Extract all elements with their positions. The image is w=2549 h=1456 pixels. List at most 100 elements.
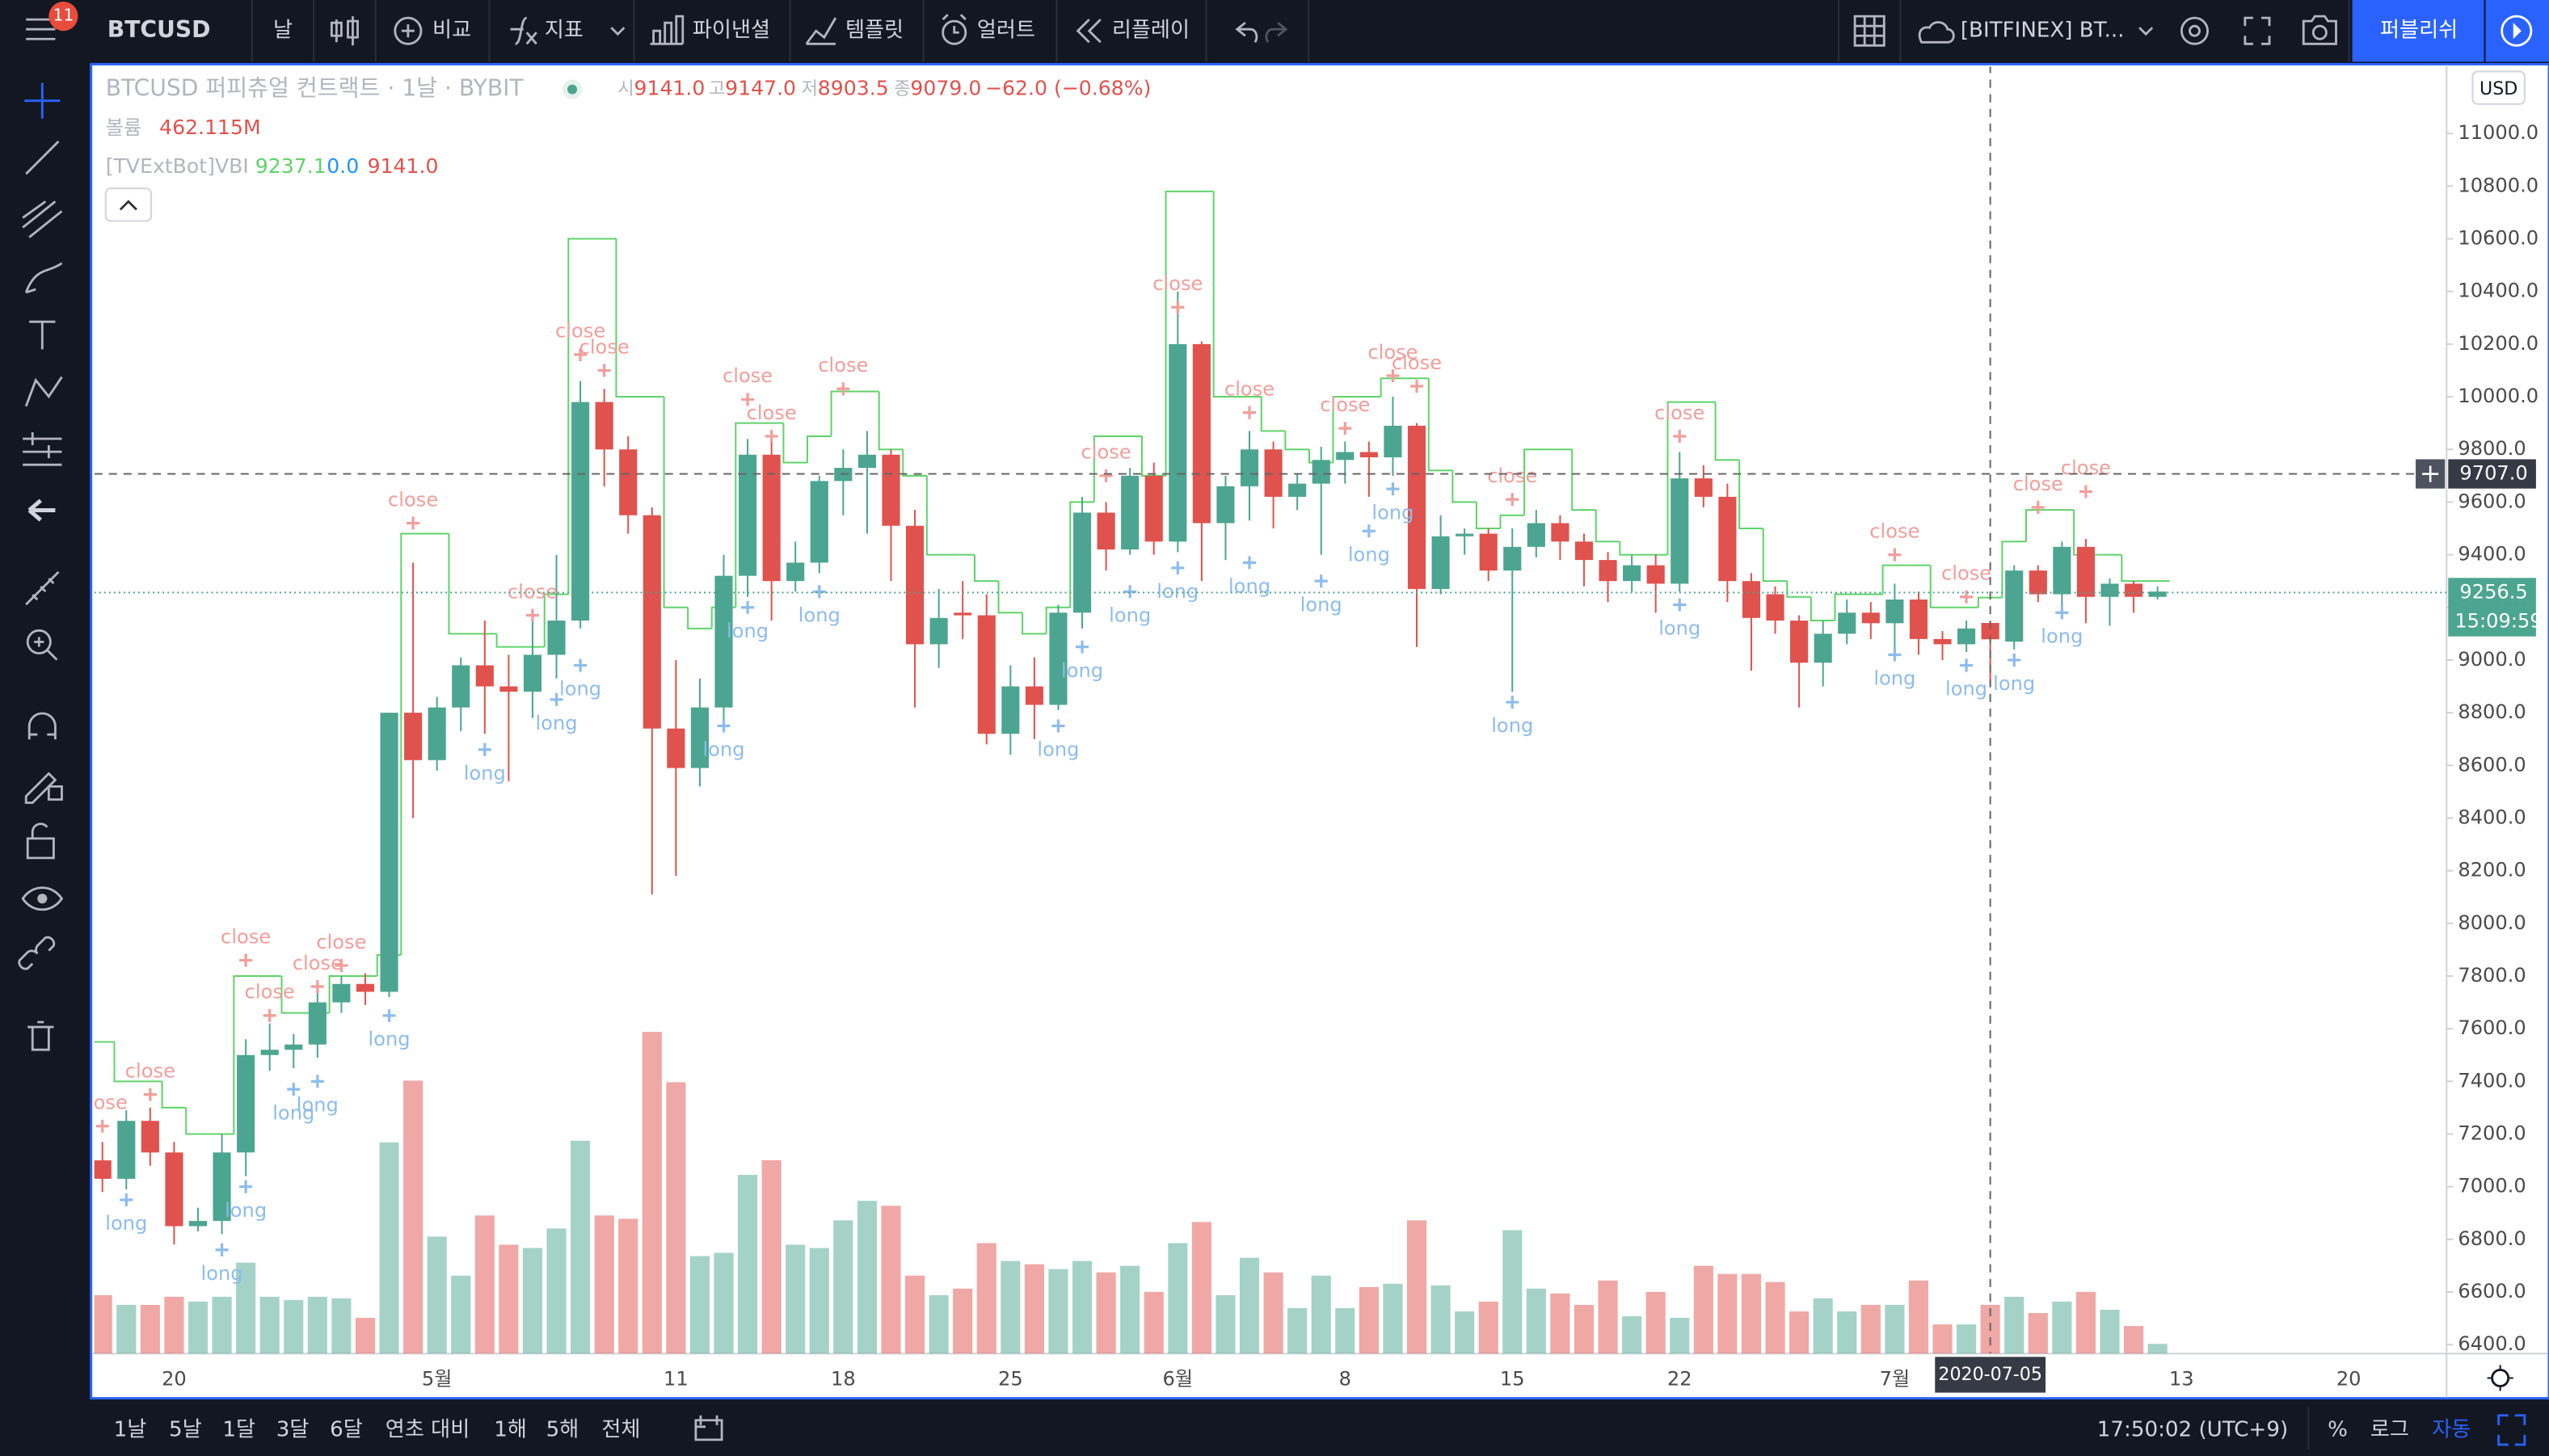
settings-icon[interactable]: [2180, 16, 2209, 45]
stay-drawing-tool[interactable]: [24, 772, 63, 804]
log-toggle[interactable]: 로그: [2370, 1417, 2409, 1441]
signal-marker: [1242, 406, 1257, 419]
crosshair-tool[interactable]: [24, 82, 61, 119]
symbol[interactable]: BTCUSD: [107, 16, 211, 43]
y-tick-label: 11000.0: [2458, 121, 2538, 144]
signal-marker: [1960, 659, 1974, 672]
chart-type-icon[interactable]: [330, 16, 359, 46]
range-button[interactable]: 6달: [330, 1417, 363, 1441]
indicator-step: [687, 607, 712, 629]
range-button[interactable]: 1해: [494, 1417, 527, 1441]
snapshot-icon[interactable]: [2302, 15, 2337, 45]
signal-marker: [310, 979, 324, 994]
text-tool[interactable]: [29, 320, 56, 350]
legend-c-label: 종: [894, 78, 910, 99]
volume-bar: [738, 1175, 758, 1354]
clock[interactable]: 17:50:02 (UTC+9): [2097, 1417, 2288, 1441]
bottom-bar: 17:50:02 (UTC+9) % 로그 자동: [0, 1400, 2549, 1456]
auto-scale-icon[interactable]: [2497, 1414, 2526, 1446]
percent-toggle[interactable]: %: [2328, 1417, 2348, 1441]
back-tool[interactable]: [27, 499, 56, 522]
indicator-step: [878, 391, 904, 451]
lock-tool[interactable]: [26, 823, 55, 860]
delete-tool[interactable]: [27, 1020, 54, 1051]
signal-marker: [717, 719, 731, 733]
candle-body: [452, 665, 470, 708]
range-button[interactable]: 1달: [222, 1417, 255, 1441]
indicators-icon[interactable]: [510, 16, 537, 45]
brush-tool[interactable]: [24, 262, 63, 294]
signal-label: close: [388, 488, 438, 511]
trendline-tool[interactable]: [25, 140, 60, 175]
candle-body: [1479, 533, 1498, 571]
currency[interactable]: USD: [2479, 78, 2517, 99]
alert-icon[interactable]: [942, 19, 967, 45]
financials-icon[interactable]: [650, 15, 685, 45]
alert[interactable]: 얼러트: [977, 19, 1035, 43]
zoom-tool[interactable]: [26, 629, 52, 654]
candle-body: [308, 1002, 327, 1045]
auto-toggle[interactable]: 자동: [2432, 1417, 2471, 1441]
magnet-tool[interactable]: [27, 712, 57, 740]
y-tick-label: 8000.0: [2458, 911, 2526, 934]
currency-box[interactable]: [2471, 70, 2526, 105]
signal-label: long: [1157, 580, 1199, 603]
financials[interactable]: 파이낸셜: [693, 19, 770, 43]
volume-bar: [187, 1301, 209, 1354]
layout-name[interactable]: [BITFINEX] BT...: [1961, 19, 2125, 43]
prediction-tool[interactable]: [23, 431, 62, 466]
layout-grid-icon[interactable]: [1853, 15, 1885, 47]
compare-icon[interactable]: [394, 16, 423, 45]
collapse-button[interactable]: [104, 187, 153, 222]
range-button[interactable]: 연초 대비: [386, 1417, 470, 1441]
templates-icon[interactable]: [805, 17, 837, 45]
signal-label: close: [2013, 473, 2063, 495]
cloud-icon[interactable]: [1918, 21, 1955, 44]
dropdown-icon[interactable]: [610, 27, 626, 36]
volume-bar: [689, 1256, 710, 1354]
crosshair-price: 9707.0: [2459, 462, 2527, 485]
indicator-step: [663, 397, 689, 608]
signal-marker: [310, 1075, 324, 1088]
volume-bar: [809, 1248, 829, 1354]
replay[interactable]: 리플레이: [1112, 19, 1190, 43]
legend-c: 9079.0: [910, 77, 981, 100]
ruler-tool[interactable]: [25, 570, 60, 606]
fullscreen-icon[interactable]: [2244, 16, 2271, 45]
volume-bar: [1765, 1281, 1785, 1354]
pattern-tool[interactable]: [24, 376, 63, 407]
hide-tool[interactable]: [21, 886, 64, 911]
link-tool[interactable]: [18, 936, 56, 970]
indicator-step: [185, 1107, 210, 1135]
signal-marker: [1506, 696, 1519, 709]
pitchfork-tool[interactable]: [22, 200, 63, 238]
x-tick-label: 20: [2336, 1367, 2362, 1390]
volume-bar: [594, 1215, 614, 1354]
y-tick-label: 10600.0: [2458, 227, 2538, 250]
undo-icon[interactable]: [1235, 22, 1258, 44]
compare[interactable]: 비교: [432, 19, 471, 43]
volume-bar: [571, 1140, 591, 1354]
volume-bar: [929, 1294, 949, 1354]
volume-bar: [164, 1296, 184, 1354]
range-button[interactable]: 5해: [546, 1417, 579, 1441]
redo-icon[interactable]: [1265, 22, 1288, 44]
indicator-step: [902, 449, 927, 477]
templates[interactable]: 템플릿: [845, 19, 904, 43]
publish-button[interactable]: [2352, 0, 2484, 62]
candle-body: [1456, 533, 1474, 537]
publish[interactable]: 퍼블리쉬: [2380, 19, 2458, 43]
date-range-icon[interactable]: [694, 1415, 723, 1441]
signal-marker: [1888, 648, 1902, 662]
candle-body: [690, 707, 710, 768]
range-button[interactable]: 전체: [601, 1417, 640, 1441]
indicators[interactable]: 지표: [545, 19, 584, 43]
range-button[interactable]: 5날: [169, 1417, 202, 1441]
volume-bar: [666, 1082, 686, 1354]
range-button[interactable]: 3달: [276, 1417, 310, 1441]
layout-dropdown[interactable]: [2138, 27, 2154, 36]
volume-bar: [1885, 1304, 1905, 1354]
interval[interactable]: 날: [273, 19, 293, 43]
replay-icon[interactable]: [1076, 19, 1102, 44]
range-button[interactable]: 1날: [114, 1417, 147, 1441]
